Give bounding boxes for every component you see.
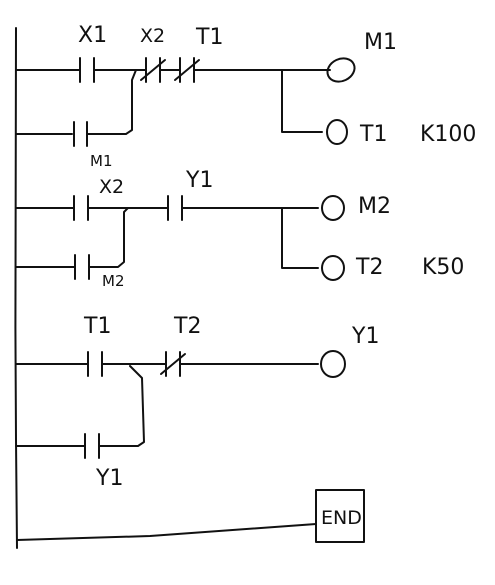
rung-3-parallel-label: Y1 xyxy=(95,466,123,491)
rung-1-contact-x1 xyxy=(79,57,95,83)
rung-1-output-1-label: M1 xyxy=(364,30,397,55)
end-instruction-box xyxy=(315,489,365,543)
rung-1-contact-2-label: X2 xyxy=(140,25,165,47)
end-instruction-label: END xyxy=(321,507,362,529)
rung-3-parallel-branch xyxy=(15,365,145,447)
rung-2-contact-1-label: X2 xyxy=(99,176,124,198)
rung-3-coil-y1 xyxy=(320,350,346,378)
rung-1: X1 X2 T1 M1 M1 T1 K100 xyxy=(15,23,476,170)
rung-3-contact-t1 xyxy=(87,351,103,377)
rung-2-output-2-setting: K50 xyxy=(422,255,464,280)
rung-1-contact-t1-nc xyxy=(174,57,200,83)
rung-1-parallel-label: M1 xyxy=(90,152,113,170)
rung-3: T1 T2 Y1 Y1 xyxy=(15,314,379,491)
rung-1-output-2-setting: K100 xyxy=(420,122,476,147)
rung-2-contact-2-label: Y1 xyxy=(185,168,213,193)
rung-1-contact-m1 xyxy=(73,121,88,147)
rung-2-output-branch xyxy=(281,207,319,269)
rung-2-parallel-label: M2 xyxy=(102,272,125,290)
rung-1-coil-m1 xyxy=(326,57,356,83)
rung-1-parallel-branch xyxy=(15,69,137,135)
rung-3-contact-y1 xyxy=(84,433,100,459)
rung-1-output-branch xyxy=(281,69,323,133)
rung-2-coil-m2 xyxy=(321,195,345,221)
rung-1-contact-x2-nc xyxy=(140,57,166,83)
rung-3-contact-1-label: T1 xyxy=(83,314,111,339)
rung-1-contact-3-label: T1 xyxy=(195,25,223,50)
rung-1-contact-1-label: X1 xyxy=(78,23,107,48)
end-rung-wire xyxy=(16,523,317,541)
rung-3-output-1-label: Y1 xyxy=(351,324,379,349)
rung-2-output-1-label: M2 xyxy=(358,194,391,219)
end-rung: END xyxy=(16,489,365,543)
left-power-rail xyxy=(14,27,18,549)
rung-2-parallel-branch xyxy=(15,207,129,268)
rung-2-contact-x2 xyxy=(73,195,89,221)
rung-3-contact-t2-nc xyxy=(160,351,186,377)
rung-2-coil-t2 xyxy=(321,255,345,281)
rung-2-contact-m2 xyxy=(74,254,90,280)
rung-1-output-2-label: T1 xyxy=(359,122,387,147)
rung-1-coil-t1 xyxy=(326,119,348,145)
rung-2-contact-y1 xyxy=(167,195,183,221)
rung-2-output-2-label: T2 xyxy=(355,255,383,280)
rung-2: X2 Y1 M2 M2 T2 K50 xyxy=(15,168,464,290)
rung-3-contact-2-label: T2 xyxy=(173,314,201,339)
